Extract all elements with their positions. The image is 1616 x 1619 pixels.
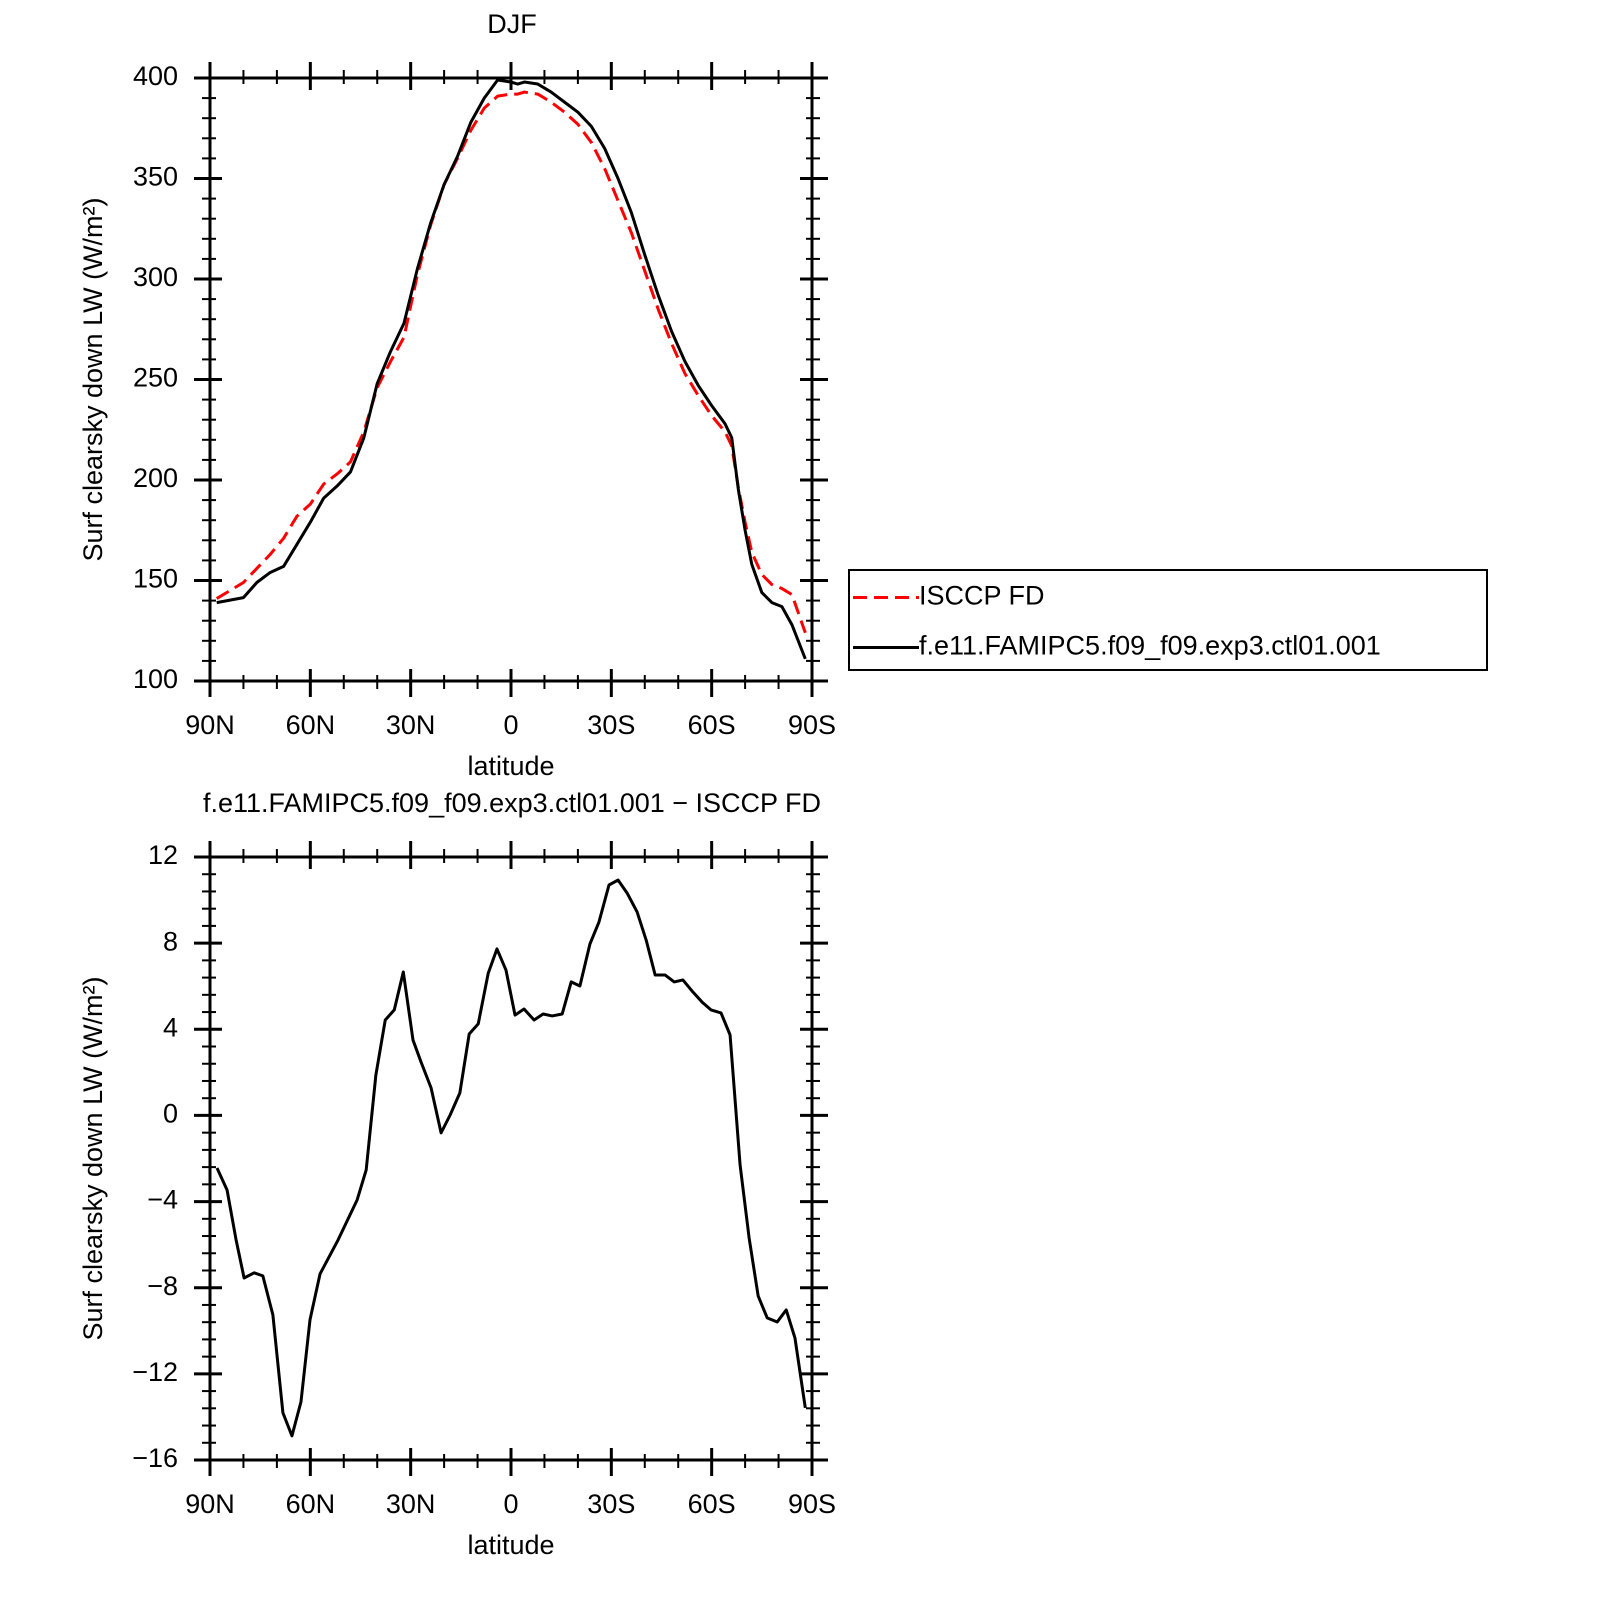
data-line — [215, 90, 807, 634]
y-tick-label: 0 — [163, 1099, 178, 1129]
x-tick-label: 90S — [788, 710, 836, 740]
y-tick-label: 400 — [133, 61, 178, 91]
x-tick-label: 60N — [286, 710, 336, 740]
x-tick-label: 90S — [788, 1489, 836, 1519]
x-axis-label: latitude — [467, 751, 554, 781]
y-tick-label: −16 — [132, 1443, 178, 1473]
chart-title: DJF — [487, 9, 537, 39]
y-tick-label: 150 — [133, 564, 178, 594]
x-axis-label: latitude — [467, 1530, 554, 1560]
x-tick-label: 90N — [185, 1489, 235, 1519]
legend-box — [848, 569, 1488, 671]
plot-frame — [208, 855, 814, 1462]
x-tick-label: 60S — [688, 1489, 736, 1519]
y-tick-label: 4 — [163, 1012, 178, 1042]
y-tick-label: −8 — [147, 1271, 178, 1301]
chart-title: f.e11.FAMIPC5.f09_f09.exp3.ctl01.001 − I… — [203, 788, 821, 818]
x-tick-label: 60S — [688, 710, 736, 740]
data-line — [215, 878, 807, 1438]
legend-label: ISCCP FD — [919, 581, 1045, 611]
y-tick-label: −12 — [132, 1357, 178, 1387]
x-tick-label: 90N — [185, 710, 235, 740]
y-tick-label: 300 — [133, 262, 178, 292]
plot-frame — [208, 76, 814, 683]
y-tick-label: 12 — [148, 840, 178, 870]
y-axis-label: Surf clearsky down LW (W/m²) — [78, 197, 108, 561]
y-tick-label: −4 — [147, 1185, 178, 1215]
y-tick-label: 200 — [133, 463, 178, 493]
x-tick-label: 30S — [587, 710, 635, 740]
y-tick-label: 350 — [133, 162, 178, 192]
x-tick-label: 60N — [286, 1489, 336, 1519]
data-line — [216, 78, 807, 660]
y-axis-label: Surf clearsky down LW (W/m²) — [78, 976, 108, 1340]
x-tick-label: 0 — [503, 1489, 518, 1519]
x-tick-label: 30S — [587, 1489, 635, 1519]
x-tick-label: 0 — [503, 710, 518, 740]
y-tick-label: 8 — [163, 926, 178, 956]
y-tick-label: 100 — [133, 664, 178, 694]
x-tick-label: 30N — [386, 1489, 436, 1519]
legend-label: f.e11.FAMIPC5.f09_f09.exp3.ctl01.001 — [919, 631, 1381, 661]
x-tick-label: 30N — [386, 710, 436, 740]
y-tick-label: 250 — [133, 363, 178, 393]
